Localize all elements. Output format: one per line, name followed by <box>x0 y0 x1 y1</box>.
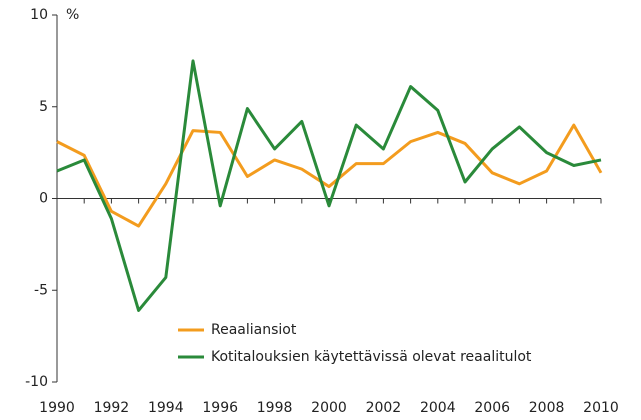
x-tick-label: 1994 <box>148 400 184 416</box>
x-tick-label: 1990 <box>39 400 75 416</box>
y-unit: % <box>66 7 79 23</box>
x-tick-label: 2008 <box>529 400 565 416</box>
x-tick-label: 1992 <box>94 400 130 416</box>
x-tick-label: 1998 <box>257 400 293 416</box>
y-tick-label: 0 <box>39 191 48 207</box>
y-tick-label: 10 <box>30 7 48 23</box>
y-tick-label: 5 <box>39 99 48 115</box>
x-tick-label: 2004 <box>420 400 456 416</box>
x-tick-label: 2002 <box>366 400 402 416</box>
x-tick-label: 2006 <box>474 400 510 416</box>
series-line <box>56 123 603 228</box>
y-tick-label: -10 <box>25 374 48 390</box>
series-line <box>56 59 602 312</box>
legend-label: Reaaliansiot <box>211 322 297 338</box>
x-tick-label: 2000 <box>311 400 347 416</box>
x-tick-label: 2010 <box>583 400 619 416</box>
x-tick-label: 1996 <box>202 400 238 416</box>
legend-label: Kotitalouksien käytettävissä olevat reaa… <box>211 349 532 365</box>
y-tick-label: -5 <box>34 282 48 298</box>
